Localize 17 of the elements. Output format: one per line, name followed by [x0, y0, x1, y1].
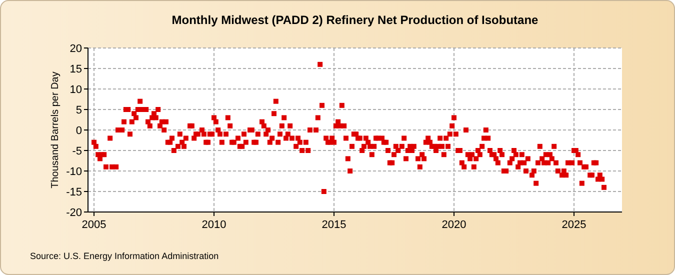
- y-tick-label: 0: [76, 125, 82, 137]
- source-note: Source: U.S. Energy Information Administration: [30, 251, 219, 261]
- x-tick-label: 2005: [82, 219, 106, 231]
- y-axis-title: Thousand Barrels per Day: [50, 72, 61, 188]
- y-tick-label: 5: [76, 104, 82, 116]
- y-tick-label: 15: [70, 64, 82, 76]
- x-tick-label: 2020: [442, 219, 466, 231]
- x-tick-label: 2015: [322, 219, 346, 231]
- x-tick-label: 2010: [202, 219, 226, 231]
- y-tick-label: -15: [66, 186, 82, 198]
- y-tick-label: -10: [66, 166, 82, 178]
- y-tick-label: 20: [70, 43, 82, 55]
- y-tick-label: -20: [66, 207, 82, 219]
- x-tick-label: 2025: [562, 219, 586, 231]
- chart-title: Monthly Midwest (PADD 2) Refinery Net Production of Isobutane: [172, 13, 539, 27]
- y-tick-label: -5: [72, 146, 82, 158]
- y-tick-label: 10: [70, 84, 82, 96]
